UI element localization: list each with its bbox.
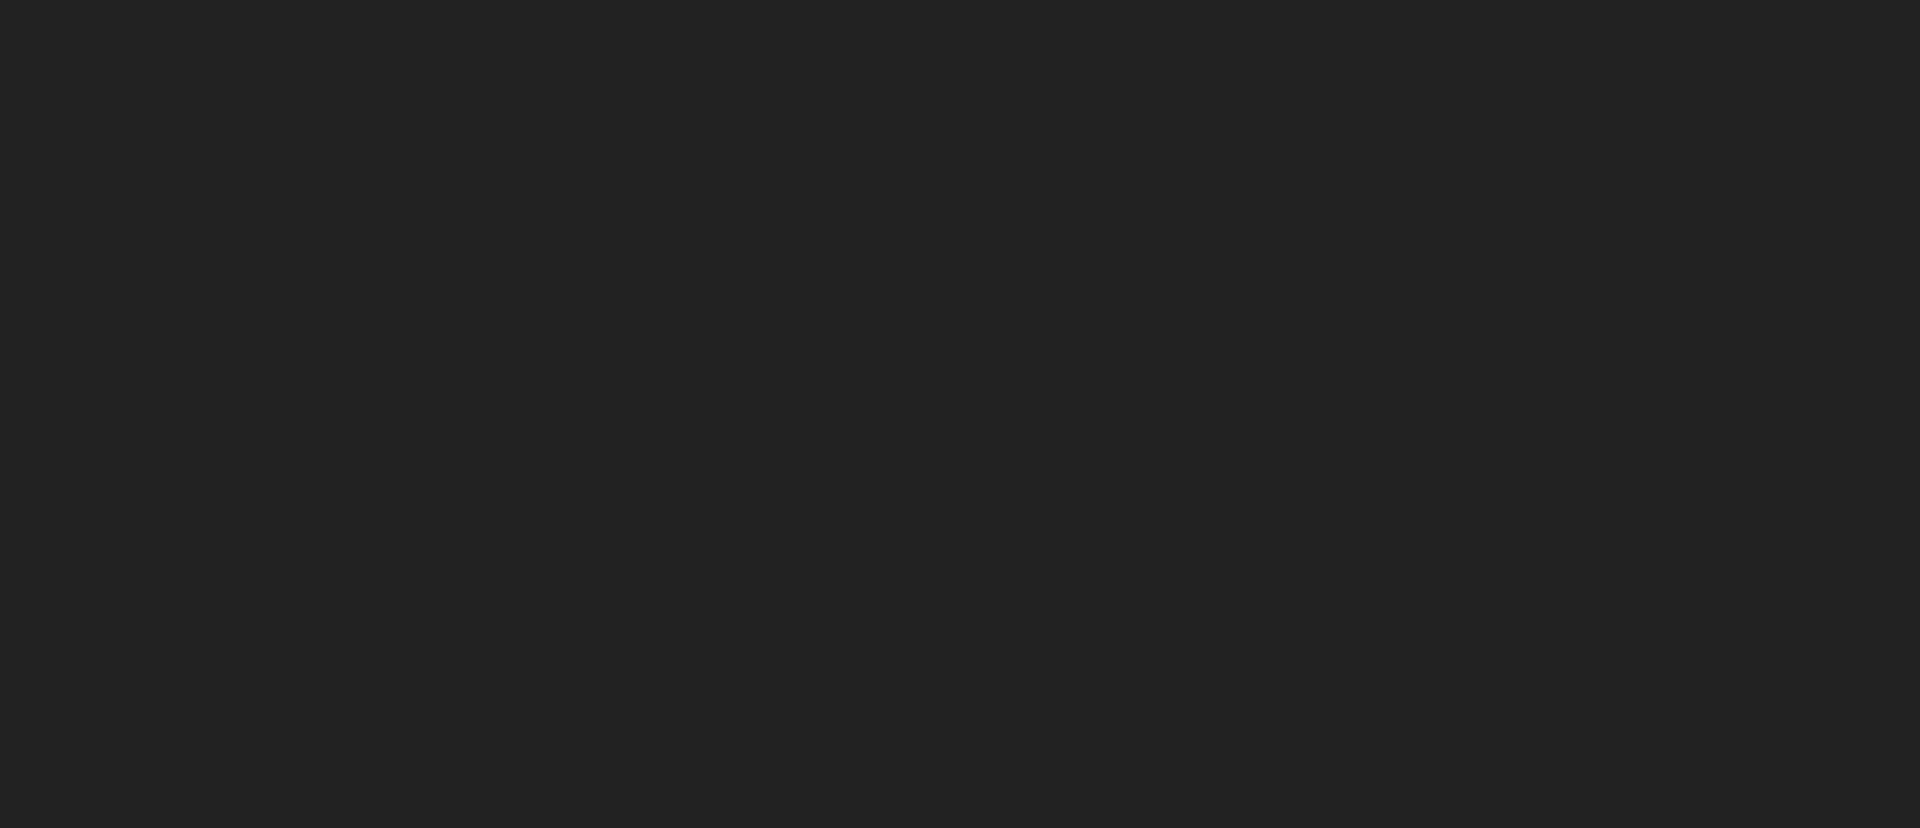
header — [0, 56, 1920, 90]
